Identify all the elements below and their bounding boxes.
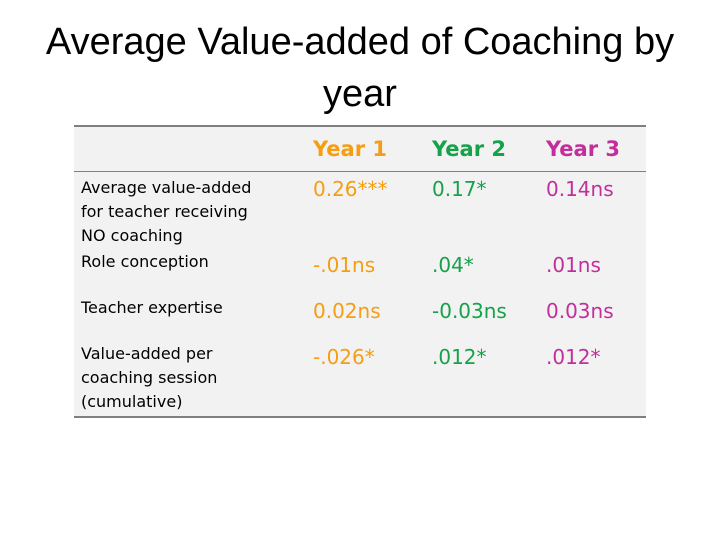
table-row: Role conception -.01ns .04* .01ns	[74, 250, 646, 296]
row-label-line: Value-added per	[81, 344, 213, 363]
row-label-line: NO coaching	[81, 226, 183, 245]
table-row: Average value-added for teacher receivin…	[74, 172, 646, 251]
slide-title: Average Value-added of Coaching by year	[20, 16, 700, 120]
value-year-1: -.01ns	[313, 253, 376, 277]
value-year-2: .04*	[432, 253, 474, 277]
value-year-1: -.026*	[306, 342, 425, 418]
row-label-line: Teacher expertise	[81, 298, 223, 317]
row-label-line: coaching session	[81, 368, 218, 387]
row-label: Teacher expertise	[74, 296, 306, 342]
slide-title-line-1: Average Value-added of Coaching by	[45, 21, 675, 63]
header-year-2: Year 2	[425, 125, 539, 172]
header-year-1: Year 1	[306, 125, 425, 172]
slide-title-line-2: year	[323, 73, 397, 115]
row-label: Role conception	[74, 250, 306, 296]
row-label-line: Role conception	[81, 252, 209, 271]
results-table: Year 1 Year 2 Year 3 Average value-added…	[74, 125, 646, 418]
row-label-line: for teacher receiving	[81, 202, 248, 221]
table-header-row: Year 1 Year 2 Year 3	[74, 125, 646, 172]
header-empty-cell	[74, 125, 306, 172]
row-label-line: (cumulative)	[81, 392, 183, 411]
value-year-1: 0.02ns	[313, 299, 381, 323]
row-label: Value-added per coaching session (cumula…	[74, 342, 306, 418]
table-row: Teacher expertise 0.02ns -0.03ns 0.03ns	[74, 296, 646, 342]
value-year-2: 0.17*	[432, 177, 487, 201]
header-year-3: Year 3	[539, 125, 646, 172]
row-label-line: Average value-added	[81, 178, 252, 197]
value-year-3: 0.03ns	[546, 299, 614, 323]
value-year-2: -0.03ns	[432, 299, 507, 323]
table-row: Value-added per coaching session (cumula…	[74, 342, 646, 418]
value-year-3: 0.14ns	[546, 177, 614, 201]
value-year-3: .01ns	[546, 253, 601, 277]
row-label: Average value-added for teacher receivin…	[74, 172, 306, 251]
value-year-2: .012*	[425, 342, 539, 418]
value-year-3: .012*	[539, 342, 646, 418]
value-year-1: 0.26***	[313, 177, 388, 201]
